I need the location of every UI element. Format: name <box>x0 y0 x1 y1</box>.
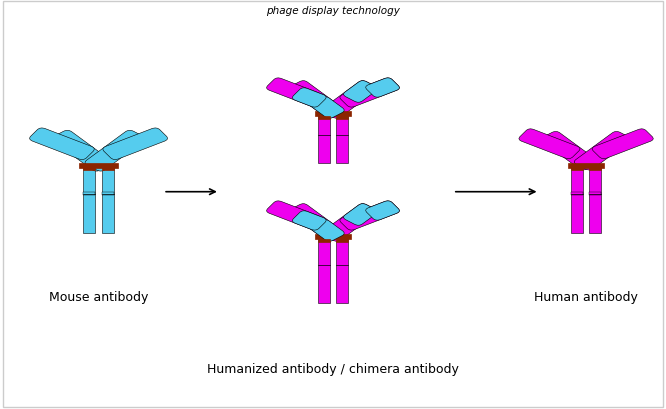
FancyBboxPatch shape <box>344 204 378 226</box>
FancyBboxPatch shape <box>288 204 344 242</box>
Bar <box>336 117 348 164</box>
Bar <box>589 193 601 196</box>
Bar <box>314 235 352 240</box>
Text: Mouse antibody: Mouse antibody <box>49 290 149 303</box>
Text: Humanized antibody / chimera antibody: Humanized antibody / chimera antibody <box>207 362 459 375</box>
Bar <box>571 168 583 234</box>
FancyBboxPatch shape <box>344 81 378 103</box>
FancyBboxPatch shape <box>85 131 145 172</box>
Bar <box>318 117 330 120</box>
Text: Human antibody: Human antibody <box>534 290 638 303</box>
FancyBboxPatch shape <box>310 220 344 242</box>
FancyBboxPatch shape <box>310 97 344 119</box>
Bar <box>79 163 118 168</box>
FancyBboxPatch shape <box>574 132 631 171</box>
Bar <box>83 168 95 171</box>
Bar <box>336 239 348 243</box>
FancyBboxPatch shape <box>519 130 580 159</box>
Bar <box>102 193 114 196</box>
Bar <box>318 239 330 243</box>
FancyBboxPatch shape <box>366 79 400 98</box>
FancyBboxPatch shape <box>592 130 653 159</box>
FancyBboxPatch shape <box>29 128 95 160</box>
Bar <box>102 168 114 171</box>
FancyBboxPatch shape <box>292 89 326 108</box>
Bar <box>336 240 348 303</box>
Bar <box>314 112 352 117</box>
FancyBboxPatch shape <box>288 81 344 119</box>
FancyBboxPatch shape <box>340 79 400 108</box>
FancyBboxPatch shape <box>322 204 378 242</box>
Bar <box>83 193 95 196</box>
FancyBboxPatch shape <box>266 79 326 108</box>
FancyBboxPatch shape <box>103 128 168 160</box>
Bar <box>589 168 601 171</box>
Bar <box>336 117 348 120</box>
FancyBboxPatch shape <box>541 132 598 171</box>
Bar <box>318 240 330 303</box>
Bar <box>567 163 605 168</box>
Bar <box>571 168 583 171</box>
FancyBboxPatch shape <box>292 211 326 231</box>
Text: phage display technology: phage display technology <box>266 6 400 16</box>
FancyBboxPatch shape <box>340 201 400 231</box>
Bar <box>571 193 583 196</box>
Bar <box>318 117 330 164</box>
Bar <box>589 168 601 234</box>
Bar <box>83 168 95 234</box>
FancyBboxPatch shape <box>266 201 326 231</box>
FancyBboxPatch shape <box>366 201 400 220</box>
Bar <box>102 168 114 234</box>
FancyBboxPatch shape <box>52 131 112 172</box>
FancyBboxPatch shape <box>322 81 378 119</box>
